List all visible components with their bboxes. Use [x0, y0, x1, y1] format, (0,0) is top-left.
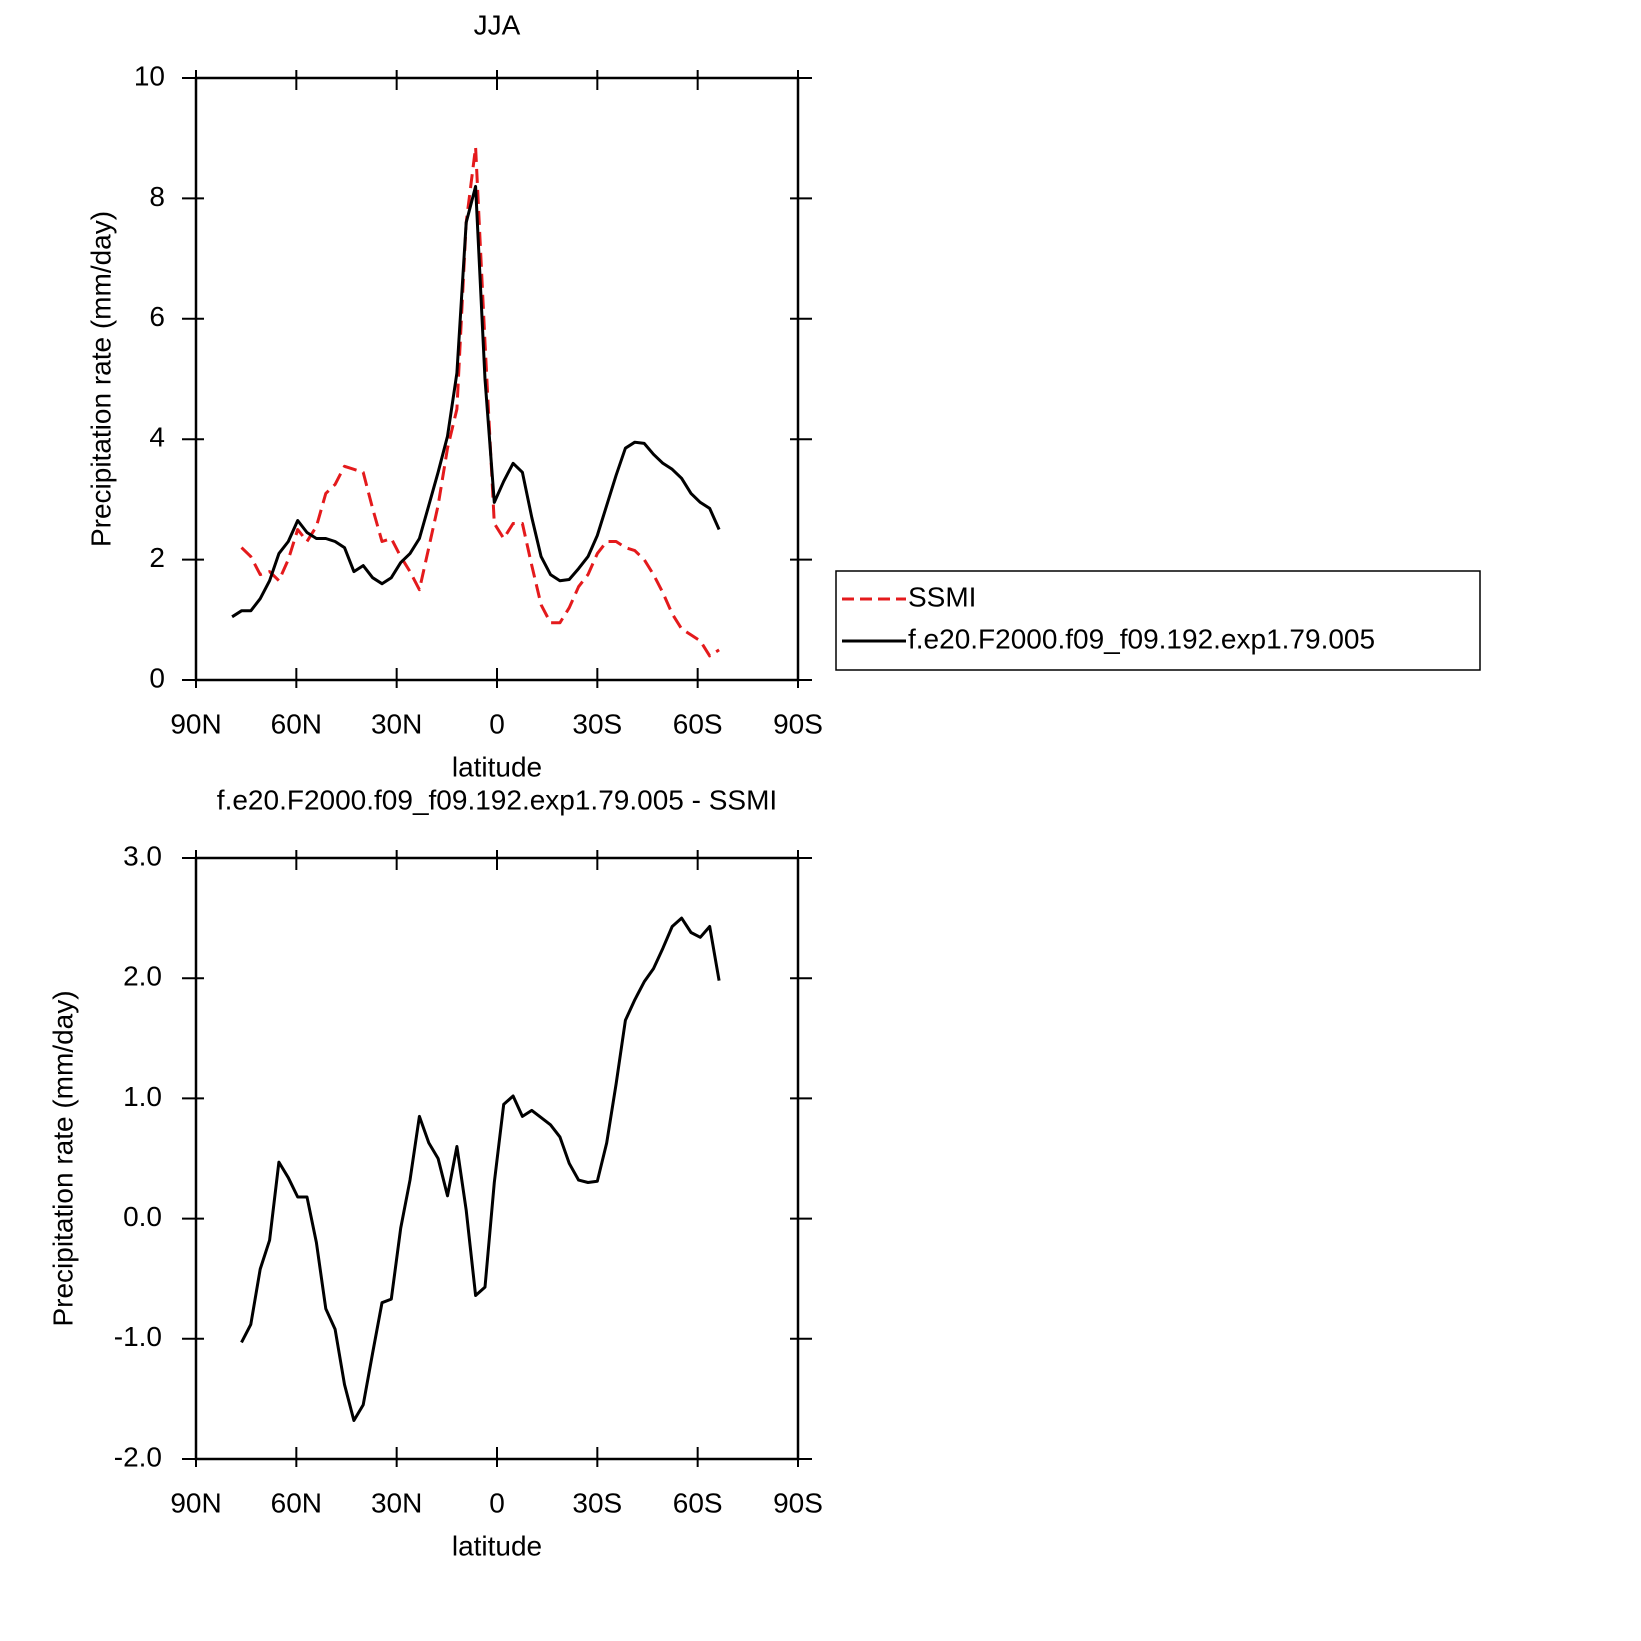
x-tick-label: 90S — [773, 1487, 823, 1518]
x-tick-label: 0 — [489, 708, 505, 739]
x-tick-label: 30S — [572, 708, 622, 739]
legend-label: SSMI — [908, 581, 976, 612]
y-tick-label: 0 — [149, 662, 165, 693]
x-tick-label: 60S — [673, 708, 723, 739]
chart-title: f.e20.F2000.f09_f09.192.exp1.79.005 - SS… — [217, 784, 777, 815]
x-tick-label: 90N — [170, 1487, 221, 1518]
x-tick-label: 60S — [673, 1487, 723, 1518]
y-tick-label: 2.0 — [123, 961, 162, 992]
x-axis-label: latitude — [452, 751, 542, 782]
y-tick-label: -1.0 — [114, 1321, 162, 1352]
legend-label: f.e20.F2000.f09_f09.192.exp1.79.005 — [908, 623, 1375, 654]
y-tick-label: 2 — [149, 542, 165, 573]
y-tick-label: -2.0 — [114, 1441, 162, 1472]
y-tick-label: 10 — [134, 60, 165, 91]
x-tick-label: 60N — [271, 1487, 322, 1518]
legend-box — [835, 570, 1481, 671]
x-tick-label: 0 — [489, 1487, 505, 1518]
y-axis-label: Precipitation rate (mm/day) — [85, 211, 116, 547]
y-tick-label: 4 — [149, 422, 165, 453]
x-tick-label: 90N — [170, 708, 221, 739]
x-tick-label: 60N — [271, 708, 322, 739]
chart-title: JJA — [474, 9, 521, 40]
series-line — [231, 184, 721, 619]
x-axis-label: latitude — [452, 1530, 542, 1561]
plot-frame — [194, 76, 800, 682]
series-line — [240, 916, 721, 1422]
y-axis-label: Precipitation rate (mm/day) — [47, 990, 78, 1326]
x-tick-label: 90S — [773, 708, 823, 739]
y-tick-label: 1.0 — [123, 1081, 162, 1112]
y-tick-label: 3.0 — [123, 840, 162, 871]
y-tick-label: 6 — [149, 301, 165, 332]
x-tick-label: 30N — [371, 708, 422, 739]
x-tick-label: 30S — [572, 1487, 622, 1518]
y-tick-label: 0.0 — [123, 1201, 162, 1232]
x-tick-label: 30N — [371, 1487, 422, 1518]
y-tick-label: 8 — [149, 181, 165, 212]
series-line — [240, 145, 720, 658]
